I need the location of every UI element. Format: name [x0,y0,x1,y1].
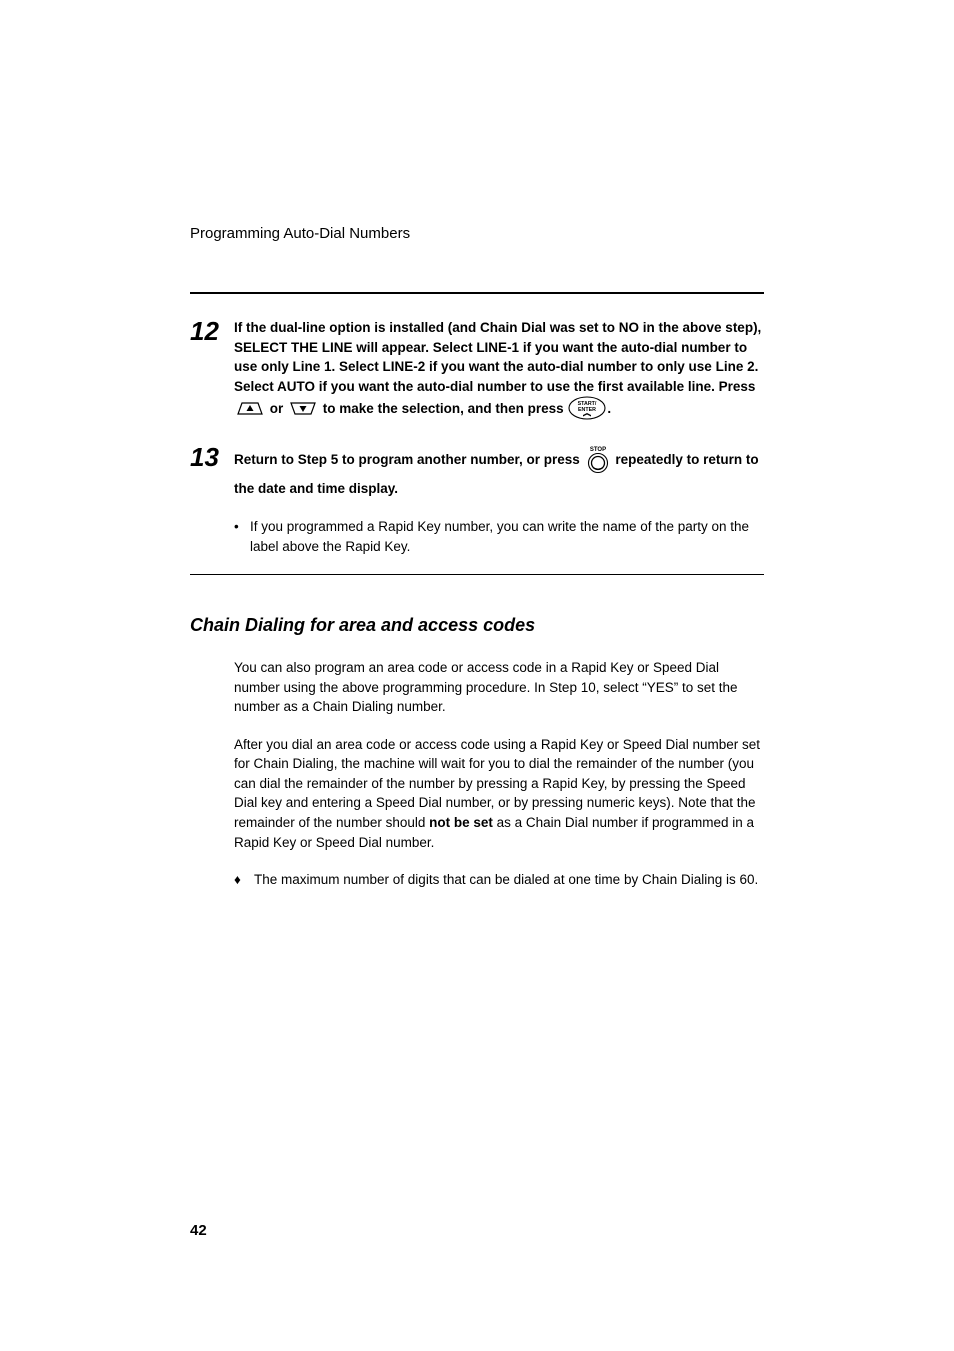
step-13-text-a: Return to Step 5 to program another numb… [234,452,584,467]
step-13-sub-bullet: • If you programmed a Rapid Key number, … [234,517,764,556]
step-number: 13 [190,444,234,470]
step-12-text-d: . [607,401,611,416]
body-bullet: ♦ The maximum number of digits that can … [234,870,764,890]
step-13: 13 Return to Step 5 to program another n… [190,444,764,499]
body-paragraph-2: After you dial an area code or access co… [234,735,764,852]
step-13-bullet-text: If you programmed a Rapid Key number, yo… [250,517,764,556]
step-number: 12 [190,318,234,344]
section-rule-bottom [190,574,764,575]
step-body: Return to Step 5 to program another numb… [234,444,764,499]
bullet-dot-icon: • [234,517,250,537]
stop-key-label: STOP [589,447,605,453]
diamond-bullet-icon: ♦ [234,870,254,890]
start-enter-key-icon: START/ ENTER [568,396,606,426]
body-bullet-text: The maximum number of digits that can be… [254,870,758,890]
page: Programming Auto-Dial Numbers 12 If the … [0,0,954,1351]
para2-bold: not be set [429,815,493,830]
step-12-text-a: If the dual-line option is installed (an… [234,320,761,394]
section-rule-top [190,292,764,294]
start-enter-bottom-label: ENTER [578,407,596,413]
step-12-text-c: to make the selection, and then press [323,401,568,416]
page-number: 42 [190,1222,207,1239]
step-body: If the dual-line option is installed (an… [234,318,764,426]
step-12-text-b: or [270,401,287,416]
running-head: Programming Auto-Dial Numbers [190,225,764,242]
step-12: 12 If the dual-line option is installed … [190,318,764,426]
up-arrow-key-icon [236,401,264,422]
stop-key-icon: STOP [586,444,610,480]
body-paragraph-1: You can also program an area code or acc… [234,658,764,717]
section-title: Chain Dialing for area and access codes [190,615,764,636]
down-arrow-key-icon [289,401,317,422]
